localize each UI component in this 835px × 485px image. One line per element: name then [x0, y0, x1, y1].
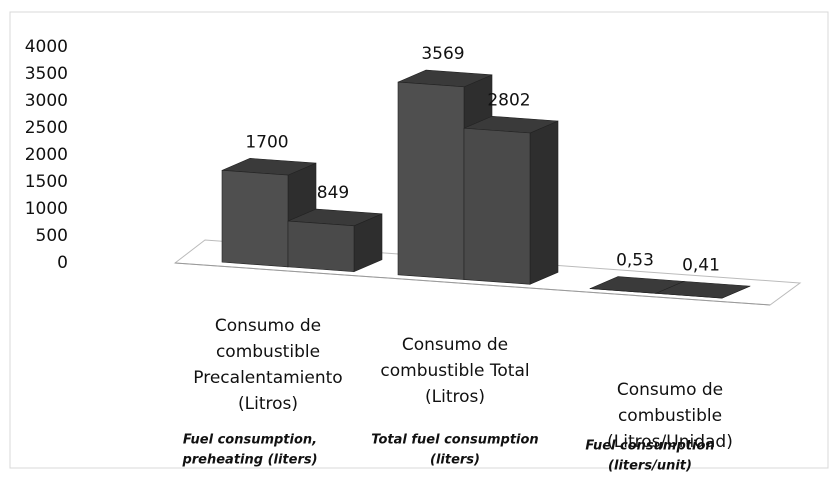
category-translation: Total fuel consumption	[371, 433, 538, 448]
y-tick-label: 3500	[25, 64, 68, 84]
bar-face	[397, 81, 465, 280]
data-label: 3569	[421, 44, 464, 64]
bar-face	[655, 293, 723, 299]
floor-edge	[174, 262, 771, 306]
data-label: 0,41	[682, 255, 720, 275]
x-tick-label: combustible	[216, 342, 320, 362]
y-tick-label: 3000	[25, 91, 68, 111]
x-tick-label: Precalentamiento	[193, 368, 342, 388]
y-tick-label: 0	[57, 253, 68, 273]
category-translation: (liters)	[430, 453, 480, 468]
x-tick-label: Consumo de	[617, 380, 723, 400]
y-tick-label: 1500	[25, 172, 68, 192]
frame	[9, 11, 829, 469]
data-label: 849	[317, 183, 349, 203]
bar	[287, 208, 383, 273]
y-tick-label: 500	[36, 226, 68, 246]
bar	[463, 115, 559, 285]
bar-face	[287, 220, 355, 272]
category-translation: (liters/unit)	[608, 459, 692, 474]
y-tick-label: 2500	[25, 118, 68, 138]
category-translation: preheating (liters)	[181, 453, 317, 468]
x-tick-label: (Litros)	[238, 394, 298, 414]
x-tick-label: Consumo de	[215, 316, 321, 336]
bar-face	[221, 170, 289, 268]
x-tick-label: combustible Total	[380, 361, 529, 381]
bar	[655, 281, 751, 299]
x-tick-label: combustible	[618, 406, 722, 426]
x-tick-label: (Litros/Unidad)	[607, 432, 733, 452]
category-translation: Fuel consumption,	[183, 433, 317, 448]
bar-face	[463, 127, 531, 285]
x-tick-label: (Litros)	[425, 387, 485, 407]
data-label: 2802	[487, 90, 530, 110]
bar-face	[529, 120, 559, 285]
y-tick-label: 1000	[25, 199, 68, 219]
y-tick-label: 2000	[25, 145, 68, 165]
category-translation: Fuel consumption	[585, 439, 714, 454]
data-label: 1700	[245, 132, 288, 152]
x-tick-label: Consumo de	[402, 335, 508, 355]
y-tick-label: 4000	[25, 37, 68, 57]
data-label: 0,53	[616, 251, 654, 271]
